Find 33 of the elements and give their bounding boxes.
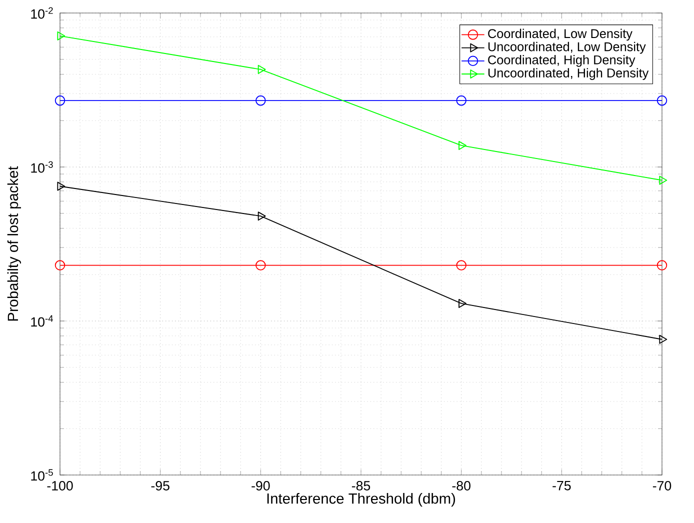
point — [456, 95, 466, 106]
point — [458, 298, 466, 308]
x-axis-title: Interference Threshold (dbm) — [267, 492, 456, 507]
point — [57, 31, 66, 40]
x-tick-label: -80 — [452, 481, 470, 490]
x-tick-label: -100 — [47, 481, 73, 490]
x-tick-label: -75 — [552, 481, 571, 490]
point — [659, 334, 668, 344]
x-tick-label: -90 — [252, 481, 270, 490]
y-axis-title: Probabilty of lost packet — [7, 166, 21, 321]
legend-label: Uncoordinated, Low Density — [488, 42, 646, 54]
x-tick-label: -70 — [652, 481, 672, 490]
y-tick-label: 10$^{-4}$ — [31, 315, 54, 327]
y-tick-label: 10$^{-2}$ — [31, 7, 53, 19]
point — [258, 212, 266, 221]
point — [659, 176, 668, 185]
y-tick-label: 10$^{-5}$ — [31, 469, 53, 481]
point — [656, 260, 668, 270]
point — [54, 95, 66, 106]
legend-label: Uncoordinated, High Density — [488, 68, 649, 80]
point — [656, 95, 668, 106]
point — [57, 182, 66, 191]
point — [256, 260, 266, 270]
point — [458, 140, 466, 150]
point — [258, 64, 266, 74]
y-tick-label: 10$^{-3}$ — [31, 161, 53, 173]
legend-label: Coordinated, High Density — [488, 55, 636, 67]
point — [256, 95, 266, 106]
x-tick-label: -85 — [352, 481, 370, 490]
point — [456, 260, 466, 270]
x-tick-label: -95 — [151, 481, 170, 490]
legend-label: Coordinated, Low Density — [488, 28, 632, 41]
point — [54, 260, 66, 270]
